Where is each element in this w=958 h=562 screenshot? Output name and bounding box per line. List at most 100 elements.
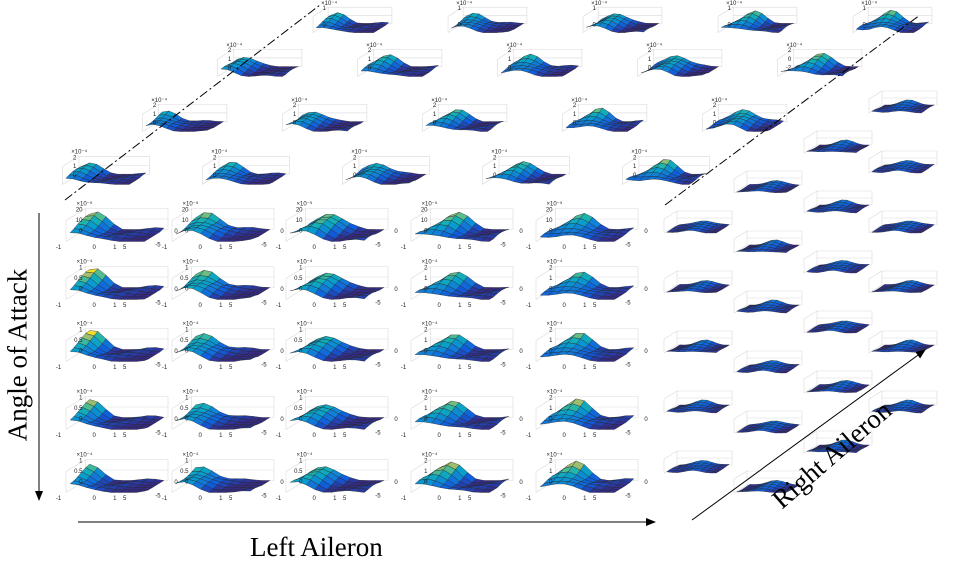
x-tick-label: -1 <box>526 496 532 502</box>
panel-wall-line <box>868 224 883 234</box>
surface-panel: ×10⁻⁴10.50-1 0 1 50-5 <box>276 259 399 310</box>
x-tick-label: -1 <box>526 245 532 251</box>
surface-cell <box>710 471 720 474</box>
panel-wall-line <box>868 164 883 174</box>
x-tick-label: 5 <box>229 365 233 371</box>
z-tick-label: 0 <box>727 22 731 28</box>
surface-cell <box>605 489 619 493</box>
panel-wall-line <box>535 459 556 472</box>
x-tick-label: -1 <box>401 245 407 251</box>
x-tick-label: 5 <box>123 303 127 309</box>
x-tick-label: 1 <box>333 365 337 371</box>
z-tick-label: 2 <box>433 103 437 109</box>
surface-panel <box>868 210 938 234</box>
surface-panel: ×10⁻⁴10.50-1 0 1 50-5 <box>276 389 399 440</box>
panel-wall-line <box>733 410 748 420</box>
z-tick-label: 0 <box>368 66 372 72</box>
right-aileron-arrow <box>691 349 926 521</box>
x-tick-label: -1 <box>162 365 168 371</box>
z-tick-label: 2 <box>788 48 792 54</box>
x-tick-label: 1 <box>458 496 462 502</box>
z-tick-label: 0.5 <box>74 276 83 282</box>
x-tick-label: 0 <box>312 365 316 371</box>
surface-panel <box>868 390 938 414</box>
exponent-label: ×10⁻⁴ <box>183 452 199 459</box>
x-tick-label: 1 <box>458 433 462 439</box>
angle-of-attack-label: Angle of Attack <box>2 268 33 442</box>
exponent-label: ×10⁻⁵ <box>422 201 438 208</box>
panel-wall-line <box>733 304 748 314</box>
x-tick-label: 5 <box>123 433 127 439</box>
x-tick-label: 0 <box>92 303 96 309</box>
surface-panel: ×10⁻⁴2 1 0 <box>622 149 710 185</box>
surface-cell <box>850 210 860 214</box>
z-tick-label: 0 <box>79 287 83 293</box>
panel-wall-line <box>282 103 299 115</box>
x-tick-label: 0 <box>312 303 316 309</box>
x-tick-label: -1 <box>276 433 282 439</box>
z-tick-label: 0 <box>862 22 866 28</box>
exponent-label: ×10⁻⁴ <box>71 149 87 156</box>
z-tick-label: 2 <box>549 396 553 402</box>
surface-cell <box>275 73 287 77</box>
surface-cell <box>705 126 717 130</box>
panel-wall-line <box>733 290 748 300</box>
x-tick-label: 5 <box>468 245 472 251</box>
x-tick-label: 1 <box>219 245 223 251</box>
x-tick-label: 0 <box>312 433 316 439</box>
z-tick-label: 0 <box>299 287 303 293</box>
z-tick-label: 0 <box>493 173 497 179</box>
surface-panel <box>663 390 733 414</box>
x-tick-label: 5 <box>593 496 597 502</box>
surface-panel: ×10⁻⁴10.50-1 0 1 50-5 <box>276 452 399 503</box>
panel-wall-line <box>535 208 556 221</box>
surface-cell <box>605 296 619 300</box>
z-tick-label: 0 <box>293 121 297 127</box>
x-tick-label: 0 <box>92 245 96 251</box>
z-tick-label: 1 <box>299 459 303 465</box>
x-tick-label: 5 <box>593 365 597 371</box>
y-tick-label: 0 <box>174 417 178 423</box>
y-tick-label: 0 <box>174 229 178 235</box>
z-tick-label: 2 <box>368 48 372 54</box>
exponent-label: ×10⁻⁴ <box>77 389 93 396</box>
x-tick-label: -1 <box>56 433 62 439</box>
exponent-label: ×10⁻⁴ <box>422 259 438 266</box>
surface-panel: ×10⁻⁴2 1 0 <box>202 149 290 185</box>
exponent-label: ×10⁻⁴ <box>571 97 587 104</box>
x-tick-label: -1 <box>526 365 532 371</box>
exponent-label: ×10⁻⁴ <box>297 452 313 459</box>
panel-wall-line <box>410 396 431 409</box>
panel-wall-line <box>562 103 579 115</box>
x-tick-label: 5 <box>123 496 127 502</box>
panel-wall-line <box>312 6 329 17</box>
z-tick-label: 0.5 <box>294 406 303 412</box>
z-tick-label: 1 <box>862 6 866 12</box>
surface-cell <box>502 30 512 33</box>
surface-cell <box>835 72 847 77</box>
surface-panel <box>803 130 873 154</box>
x-tick-label: 0 <box>312 245 316 251</box>
exponent-label: ×10⁻⁴ <box>547 452 563 459</box>
exponent-label: ×10⁻⁴ <box>297 321 313 328</box>
surface-cell <box>710 290 719 293</box>
z-tick-label: 0.5 <box>74 406 83 412</box>
z-tick-label: 0 <box>185 229 189 235</box>
x-tick-label: -1 <box>276 365 282 371</box>
z-tick-label: 1 <box>549 338 553 344</box>
surface-panel <box>733 170 803 194</box>
surface-cell <box>480 295 494 300</box>
surface-cell <box>135 238 149 242</box>
surface-cell <box>780 490 789 493</box>
panel-wall-line <box>285 229 306 242</box>
y-tick-label: -5 <box>625 430 631 436</box>
exponent-label: ×10⁻⁴ <box>297 389 313 396</box>
z-tick-label: 1 <box>79 459 83 465</box>
x-tick-label: 0 <box>562 303 566 309</box>
z-tick-label: 1 <box>79 266 83 272</box>
z-tick-label: 0 <box>424 417 428 423</box>
exponent-label: ×10⁻⁵ <box>77 201 93 208</box>
z-tick-label: 0.5 <box>180 276 189 282</box>
exponent-label: ×10⁻⁴ <box>547 259 563 266</box>
